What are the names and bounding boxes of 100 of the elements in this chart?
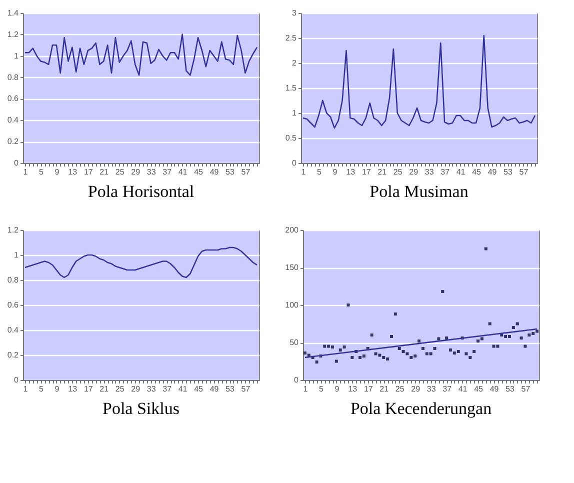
x-tick-label: 9 (334, 384, 340, 394)
x-tick-label: 13 (346, 168, 356, 176)
point (456, 350, 460, 353)
x-tick-label: 37 (162, 384, 172, 394)
x-tick-label: 49 (488, 168, 498, 176)
x-tick-label: 17 (84, 168, 94, 176)
text: Pola Siklus (102, 399, 180, 418)
x-tick-label: 25 (395, 384, 405, 394)
x-tick-label: 57 (521, 384, 531, 394)
point (464, 352, 468, 356)
y-tick-label: 0.4 (7, 116, 20, 125)
y-tick-label: 2 (292, 58, 298, 68)
x-tick-label: 5 (38, 384, 44, 394)
x-tick-label: 9 (54, 384, 60, 394)
x-tick-label: 21 (100, 168, 110, 176)
point (532, 332, 535, 335)
x-tick-label: 1 (23, 384, 28, 394)
x-tick-label: 13 (68, 384, 78, 394)
y-tick-label: 0.8 (7, 276, 20, 284)
point (421, 347, 424, 350)
text: Pola Musiman (370, 182, 469, 201)
point (425, 352, 428, 356)
x-tick-label: 37 (162, 168, 172, 176)
x-tick-label: 49 (490, 384, 500, 394)
y-tick-label: 1.2 (7, 226, 20, 234)
point (350, 356, 354, 359)
point (315, 360, 318, 364)
point (382, 356, 386, 359)
y-tick-label: 0 (14, 158, 20, 168)
x-tick-label: 29 (131, 168, 141, 176)
y-tick-label: 150 (285, 263, 300, 272)
x-tick-label: 53 (506, 384, 515, 394)
point (429, 352, 432, 356)
point (331, 346, 334, 348)
point (524, 344, 527, 348)
x-tick-label: 25 (115, 168, 125, 176)
line-series (24, 34, 258, 76)
x-tick-label: 41 (178, 384, 188, 394)
x-tick-label: 5 (318, 384, 324, 394)
y-tick-label: 2.5 (285, 34, 298, 42)
x-tick-label: 25 (115, 384, 125, 394)
point (342, 346, 346, 348)
point (398, 347, 401, 350)
y-tick-label: 0.5 (285, 134, 298, 142)
text: Pola Kecenderungan (350, 399, 492, 418)
point (492, 344, 496, 348)
x-tick-label: 33 (146, 168, 156, 176)
x-tick-label: 1 (303, 384, 308, 394)
text: Pola Horisontal (88, 182, 194, 201)
point (468, 356, 472, 359)
point (441, 290, 444, 293)
point (410, 356, 413, 359)
point (452, 352, 456, 354)
y-tick-label: 1 (292, 108, 298, 118)
y-tick-label: 0.4 (7, 326, 20, 334)
point (327, 344, 330, 348)
x-tick-label: 49 (210, 168, 220, 176)
y-tick-label: 0.6 (7, 94, 20, 104)
x-tick-label: 17 (364, 384, 374, 394)
y-tick-label: 1.2 (7, 30, 20, 39)
x-tick-label: 17 (84, 384, 94, 394)
point (414, 354, 417, 358)
point (516, 322, 519, 326)
point (480, 337, 484, 340)
point (378, 354, 382, 357)
x-tick-label: 29 (409, 168, 419, 176)
point (433, 347, 436, 350)
point (504, 335, 508, 338)
point (303, 352, 306, 354)
x-tick-label: 53 (226, 384, 235, 394)
x-tick-label: 29 (131, 384, 141, 394)
point (528, 334, 531, 336)
x-tick-label: 33 (146, 384, 156, 394)
point (476, 340, 480, 342)
x-tick-label: 5 (38, 168, 44, 176)
x-tick-label: 33 (426, 384, 436, 394)
point (334, 360, 338, 363)
y-tick-label: 0 (14, 376, 20, 384)
point (374, 352, 378, 356)
point (508, 335, 511, 338)
point (418, 340, 421, 342)
point (323, 344, 326, 348)
x-tick-label: 49 (210, 384, 220, 394)
x-tick-label: 9 (54, 168, 60, 176)
x-tick-label: 57 (241, 384, 251, 394)
x-tick-label: 1 (301, 168, 306, 176)
x-tick-label: 57 (241, 168, 251, 176)
line-series (302, 34, 536, 129)
x-tick-label: 45 (194, 384, 204, 394)
point (386, 358, 390, 360)
point (488, 322, 492, 326)
x-tick-label: 41 (458, 384, 468, 394)
y-tick-label: 100 (285, 300, 300, 310)
x-tick-label: 1 (23, 168, 28, 176)
x-tick-label: 53 (504, 168, 513, 176)
point (390, 335, 393, 338)
x-tick-label: 45 (472, 168, 482, 176)
x-tick-label: 5 (316, 168, 322, 176)
y-tick-label: 0.2 (7, 137, 20, 146)
x-tick-label: 25 (393, 168, 403, 176)
